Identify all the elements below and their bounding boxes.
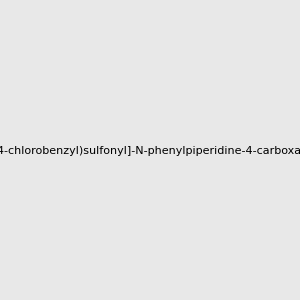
Text: 1-[(4-chlorobenzyl)sulfonyl]-N-phenylpiperidine-4-carboxamide: 1-[(4-chlorobenzyl)sulfonyl]-N-phenylpip… [0,146,300,157]
